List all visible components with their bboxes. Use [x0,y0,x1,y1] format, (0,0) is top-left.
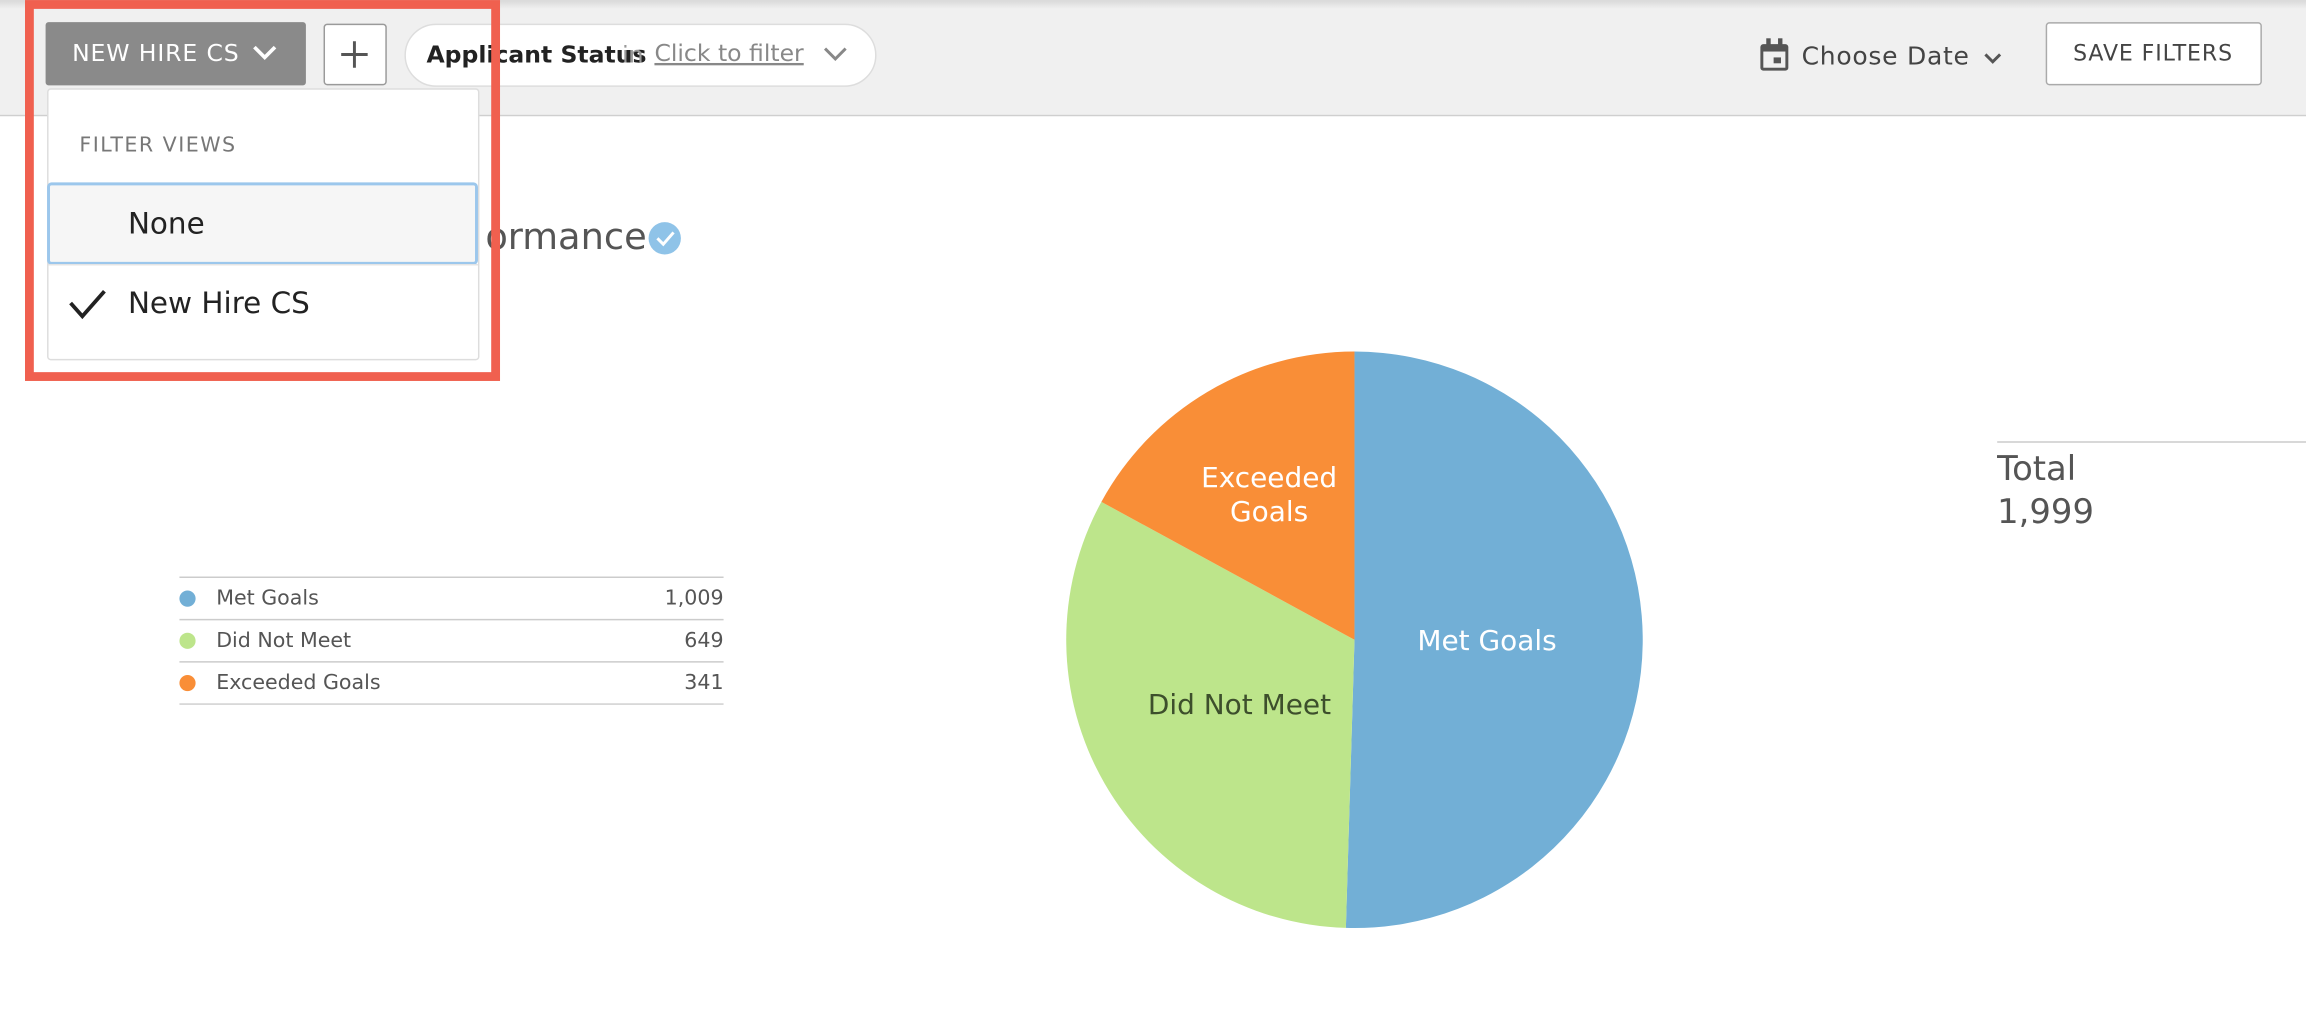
date-label: Choose Date [1802,41,1970,70]
legend-value: 649 [684,628,723,652]
legend-swatch [179,632,196,649]
calendar-day [1773,57,1781,64]
dropdown-option[interactable]: None [47,182,478,265]
legend-value: 341 [684,670,723,694]
option-label: None [128,207,205,241]
filter-link[interactable]: Click to filter [654,39,804,67]
slice-label: Exceeded Goals [1201,461,1337,528]
save-button-bg [2045,22,2262,86]
legend-swatch [179,590,196,607]
total-value: 1,999 [1997,492,2094,531]
date-picker[interactable]: Choose Date [1760,38,2002,71]
highlight-box [25,0,501,381]
check-icon [69,289,106,320]
slice-label: Met Goals [1417,624,1556,657]
verified-check [656,231,675,247]
legend-label: Did Not Meet [216,628,351,652]
view-button-label: NEW HIRE CS [72,39,240,67]
slice-label-line: Goals [1230,495,1308,528]
view-button-bg [45,22,306,86]
option-focus [47,182,478,265]
legend-label: Exceeded Goals [216,670,380,694]
pie-chart: Met Goals Did Not Meet Exceeded Goals [1066,351,1643,929]
verified-badge [648,222,681,255]
chevron [1984,53,2002,64]
add-button[interactable] [323,23,387,86]
pie-slice [1066,501,1355,928]
calendar-ring [1778,38,1783,46]
chevron [824,47,847,61]
dropdown-option[interactable]: New Hire CS [48,264,478,320]
calendar-ring [1766,38,1771,46]
filter-pill[interactable]: Applicant Status in Click to filter [404,23,877,87]
filter-field: Applicant Status [426,40,646,68]
filter-op: in [622,40,643,68]
chevron [253,45,277,61]
plus-icon [341,41,368,68]
save-button[interactable]: SAVE FILTERS [2045,22,2262,86]
filter-pill-bg [404,23,877,87]
toolbar-shadow [0,0,2306,9]
dropdown-menu: FILTER VIEWS None New Hire CS [47,88,480,361]
chart-title: ormance [485,215,646,258]
dropdown-heading: FILTER VIEWS [79,133,236,157]
legend: Met Goals 1,009 Did Not Meet 649 Exceeded Go… [179,576,724,705]
pie-slice [1101,351,1355,640]
view-button[interactable]: NEW HIRE CS [45,22,306,86]
legend-label: Met Goals [216,586,319,610]
legend-value: 1,009 [665,586,724,610]
slice-label-line: Exceeded [1201,461,1337,494]
pie-slice [1345,351,1643,929]
option-label: New Hire CS [128,286,310,320]
slice-label: Did Not Meet [1148,688,1331,721]
save-button-label: SAVE FILTERS [2073,41,2233,66]
total-label: Total [1996,449,2076,488]
legend-swatch [179,674,196,692]
